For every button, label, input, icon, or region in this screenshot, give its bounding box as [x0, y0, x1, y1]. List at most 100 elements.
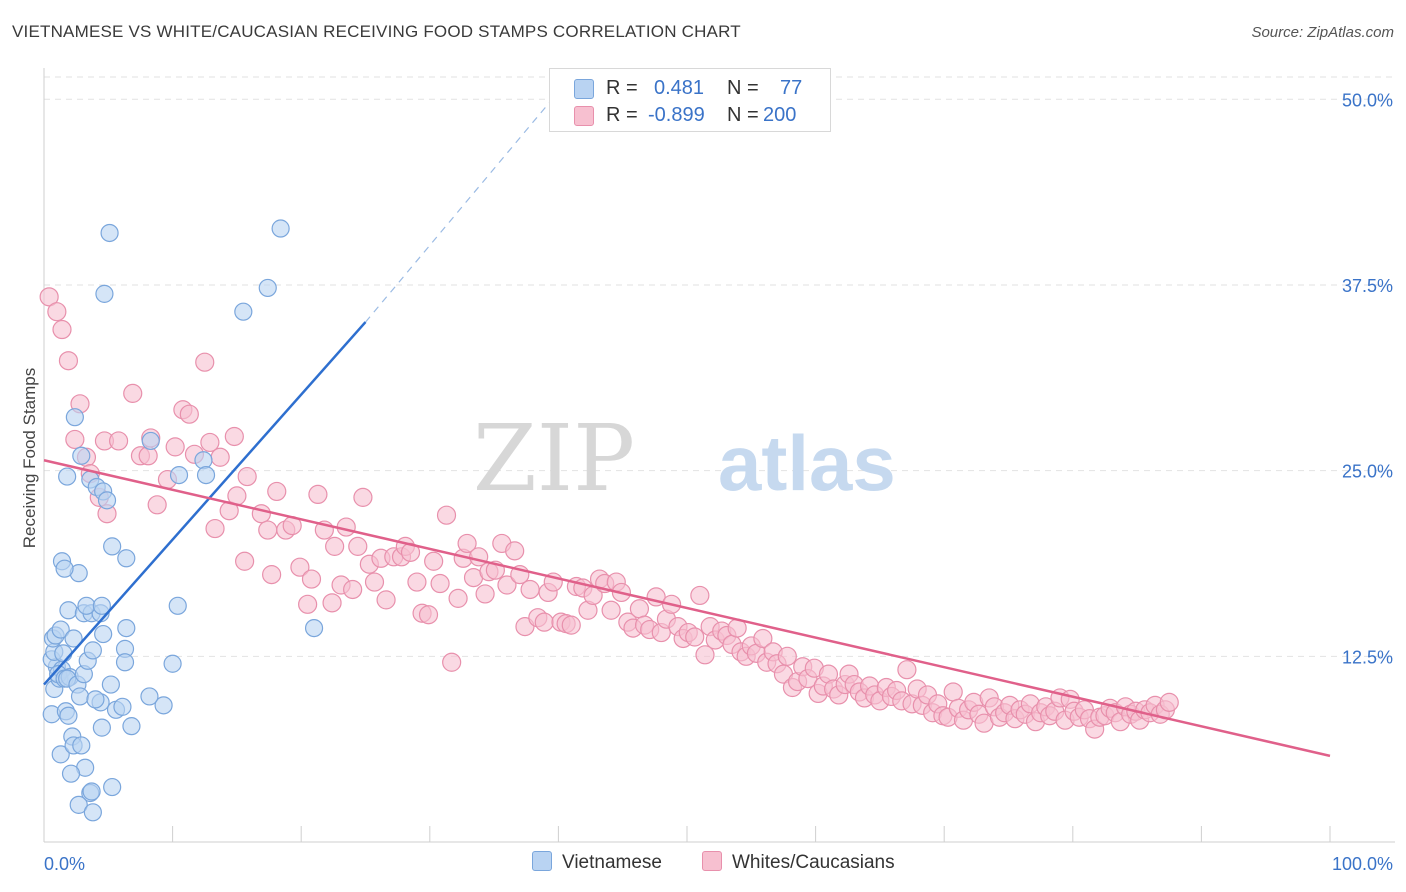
vietnamese-point: [54, 644, 73, 663]
vietnamese-point: [271, 219, 290, 238]
vietnamese-point: [196, 465, 216, 485]
vietnamese-point: [94, 624, 113, 644]
vietnamese-point: [59, 601, 78, 620]
vietnamese-point: [51, 745, 70, 764]
whites-point: [65, 429, 85, 450]
vietnamese-point: [115, 653, 135, 672]
legend-label-whites: Whites/Caucasians: [732, 852, 895, 873]
whites-point: [457, 533, 477, 554]
whites-point: [200, 432, 220, 453]
whites-point: [475, 584, 495, 604]
whites-point: [165, 437, 185, 457]
vietnamese-point: [70, 687, 90, 706]
legend-swatch-vietnamese: [532, 851, 552, 871]
whites-point: [777, 646, 797, 666]
whites-point: [364, 572, 385, 592]
whites-point: [520, 579, 540, 600]
vietnamese-point: [117, 549, 136, 568]
whites-point: [267, 481, 287, 502]
legend-n-label: N =: [727, 104, 759, 126]
y-axis-label: Receiving Food Stamps: [20, 368, 39, 548]
whites-point: [629, 599, 650, 619]
trend-lines: [43, 91, 1331, 758]
whites-point: [205, 518, 225, 539]
whites-point: [251, 504, 271, 524]
legend-item-vietnamese: Vietnamese: [532, 851, 662, 874]
vietnamese-point: [117, 618, 136, 638]
vietnamese-point: [92, 718, 111, 737]
legend-swatch-vietnamese: [574, 79, 594, 99]
vietnamese-point: [86, 690, 105, 709]
whites-point: [561, 615, 581, 635]
vietnamese-point: [103, 777, 122, 797]
whites-point: [695, 645, 715, 665]
vietnamese-point: [141, 431, 160, 451]
whites-point: [753, 628, 773, 649]
vietnamese-trend-extension: [365, 91, 559, 323]
legend-n-value: 200: [763, 104, 797, 126]
vietnamese-point: [100, 223, 119, 243]
legend-row-whites: R = -0.899 N = 200: [550, 102, 830, 128]
vietnamese-point: [258, 278, 277, 298]
x-tick-label: 100.0%: [1332, 854, 1393, 874]
vietnamese-point: [304, 618, 324, 638]
whites-point: [195, 352, 215, 372]
whites-point: [418, 605, 439, 625]
whites-point: [685, 627, 705, 647]
vietnamese-point: [169, 465, 189, 485]
whites-point: [1159, 692, 1179, 712]
vietnamese-point: [103, 537, 122, 556]
vietnamese-point: [101, 675, 120, 694]
watermark-zip: ZIP: [473, 405, 635, 512]
legend-n-label: N =: [727, 77, 759, 99]
whites-points-group: [39, 287, 1179, 739]
x-tick-label: 0.0%: [44, 854, 85, 874]
watermark: ZIP atlas: [473, 405, 896, 512]
vietnamese-point: [58, 467, 77, 486]
vietnamese-point: [140, 687, 159, 706]
whites-point: [325, 536, 345, 556]
vietnamese-point: [69, 795, 88, 814]
y-tick-label: 12.5%: [1342, 647, 1393, 667]
vietnamese-point: [154, 696, 173, 715]
whites-point: [505, 541, 525, 561]
whites-point: [497, 575, 517, 595]
vietnamese-point: [97, 491, 117, 510]
vietnamese-trend-line: [43, 321, 367, 686]
legend-r-label: R =: [606, 104, 638, 126]
vietnamese-point: [163, 654, 182, 673]
whites-point: [448, 588, 468, 608]
legend-swatch-whites: [702, 851, 722, 871]
whites-point: [108, 431, 129, 451]
vietnamese-point: [83, 803, 102, 822]
vietnamese-point: [51, 620, 70, 639]
whites-point: [58, 351, 79, 371]
vietnamese-point: [92, 596, 111, 615]
whites-point: [322, 593, 342, 613]
vietnamese-point: [59, 706, 78, 725]
whites-point: [262, 565, 282, 585]
chart-title: VIETNAMESE VS WHITE/CAUCASIAN RECEIVING …: [12, 22, 741, 41]
vietnamese-point: [194, 451, 213, 470]
legend-r-label: R =: [606, 77, 638, 99]
whites-point: [943, 682, 963, 702]
whites-point: [436, 505, 457, 525]
whites-point: [39, 287, 59, 307]
vietnamese-point: [234, 302, 253, 321]
vietnamese-point: [113, 697, 132, 716]
correlation-legend: R = 0.481 N = 77 R = -0.899 N = 200: [549, 68, 831, 132]
whites-point: [348, 536, 368, 556]
whites-point: [52, 319, 72, 340]
whites-point: [224, 426, 244, 447]
watermark-atlas: atlas: [718, 419, 896, 507]
whites-point: [235, 551, 255, 571]
vietnamese-point: [55, 559, 74, 578]
whites-point: [179, 404, 199, 424]
whites-point: [353, 487, 373, 507]
legend-label-vietnamese: Vietnamese: [562, 852, 662, 873]
vietnamese-point: [64, 629, 83, 648]
whites-point: [237, 466, 257, 487]
y-tick-label: 50.0%: [1342, 90, 1393, 110]
whites-point: [298, 594, 318, 614]
